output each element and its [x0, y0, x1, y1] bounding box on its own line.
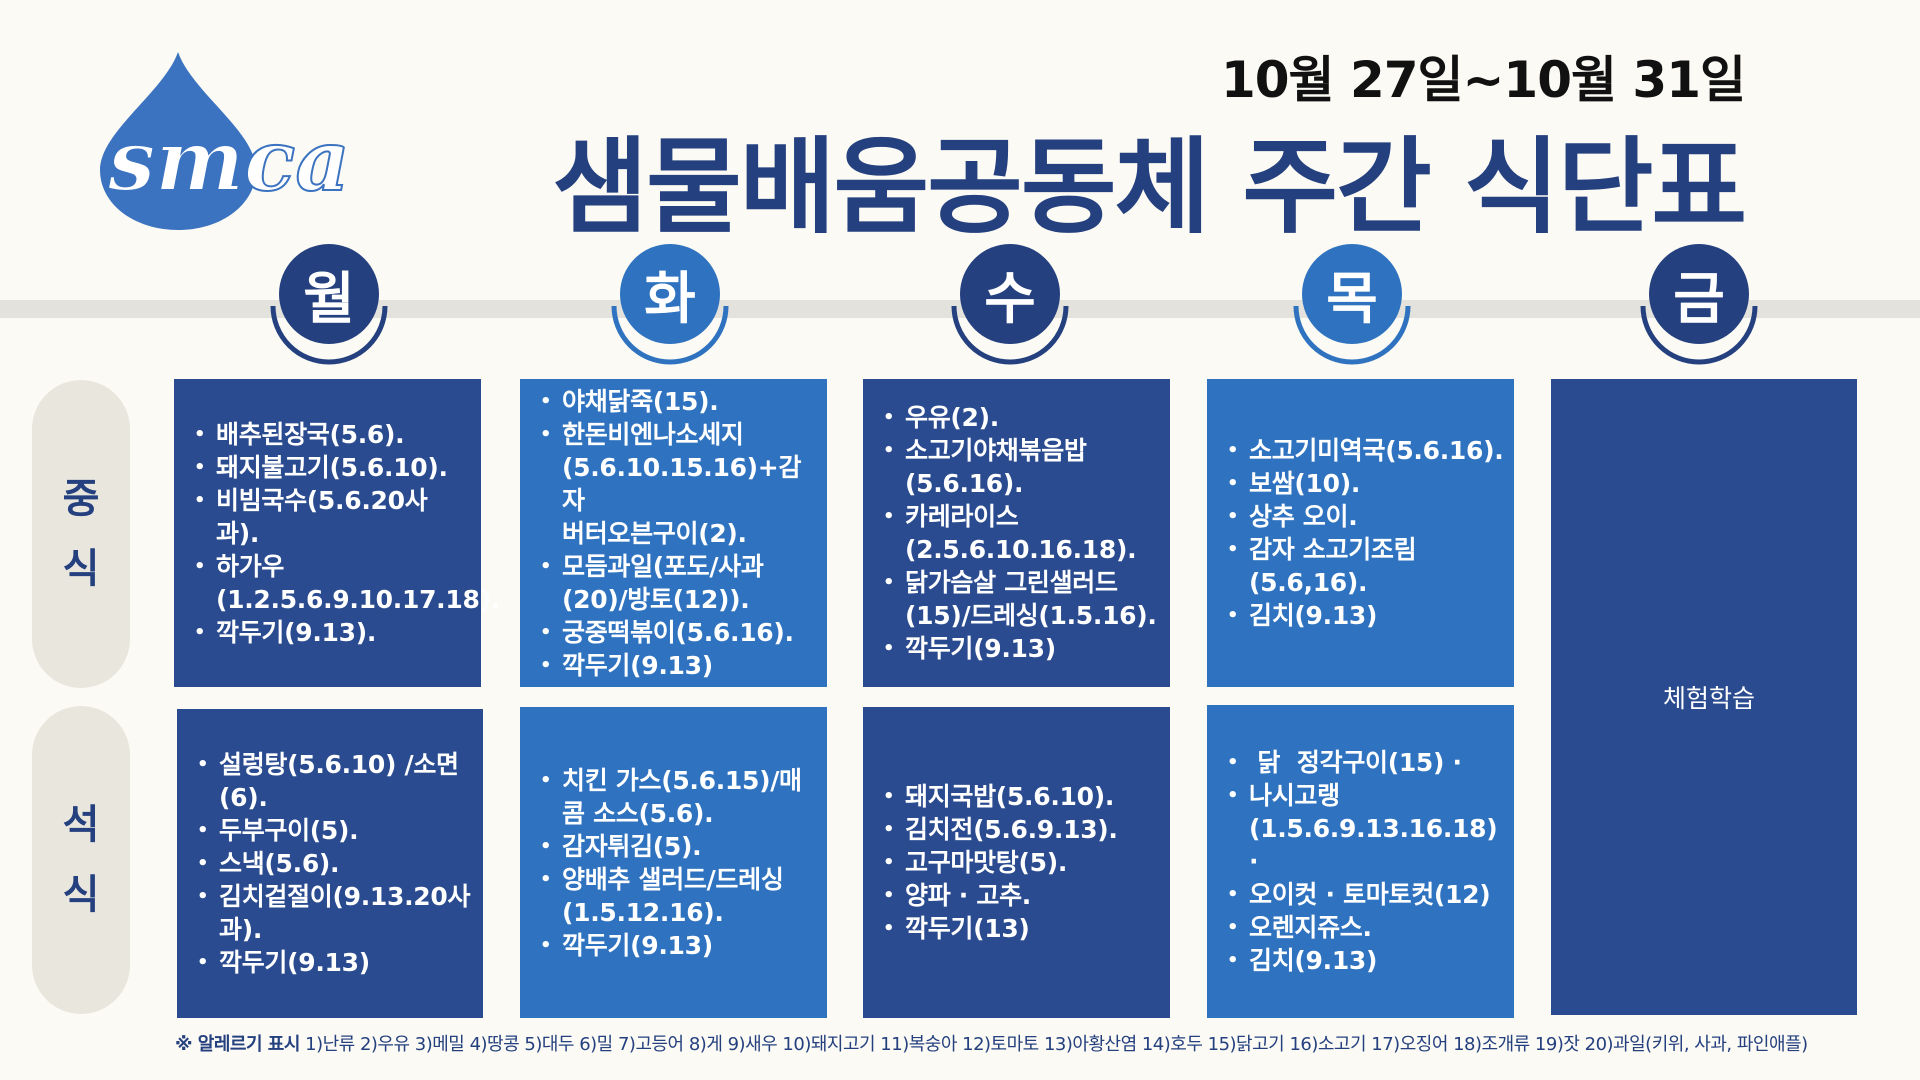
day-arc-icon [1640, 305, 1758, 365]
menu-box-mon-dinner: 설렁탕(5.6.10) /소면 (6). 두부구이(5). 스낵(5.6). 김… [177, 709, 483, 1018]
menu-item: 나시고랭 (1.5.6.9.13.16.18) · [1227, 779, 1504, 878]
menu-item: 소고기야채볶음밥 (5.6.16). [883, 434, 1160, 500]
menu-box-wed-dinner: 돼지국밥(5.6.10). 김치전(5.6.9.13). 고구마맛탕(5). 양… [863, 707, 1170, 1018]
day-arc-icon [1293, 305, 1411, 365]
menu-item: 소고기미역국(5.6.16). [1227, 434, 1504, 467]
menu-item: 상추 오이. [1227, 500, 1504, 533]
menu-box-wed-lunch: 우유(2). 소고기야채볶음밥 (5.6.16). 카레라이스 (2.5.6.1… [863, 379, 1170, 687]
menu-item: 감자튀김(5). [540, 830, 817, 863]
day-header-tue: 화 [608, 244, 732, 368]
menu-item: 비빔국수(5.6.20사 과). [194, 484, 471, 550]
menu-item: 스낵(5.6). [197, 847, 473, 880]
day-label: 월 [279, 244, 379, 344]
dinner-label-char: 식 [62, 872, 100, 918]
menu-item: 배추된장국(5.6). [194, 418, 471, 451]
day-label: 금 [1649, 244, 1749, 344]
menu-item: 깍두기(13) [883, 912, 1160, 945]
menu-item: 깍두기(9.13) [540, 929, 817, 962]
lunch-label-char: 식 [62, 546, 100, 592]
day-divider-line [0, 300, 1920, 318]
menu-item: 깍두기(9.13) [197, 946, 473, 979]
allergy-list: 1)난류 2)우유 3)메밀 4)땅콩 5)대두 6)밀 7)고등어 8)게 9… [299, 1034, 1808, 1055]
menu-item: 오렌지쥬스. [1227, 911, 1504, 944]
smca-logo: smca [100, 52, 440, 232]
menu-item: 김치(9.13) [1227, 944, 1504, 977]
menu-item: 오이컷 · 토마토컷(12) [1227, 878, 1504, 911]
menu-box-mon-lunch: 배추된장국(5.6). 돼지불고기(5.6.10). 비빔국수(5.6.20사 … [174, 379, 500, 687]
day-label: 수 [960, 244, 1060, 344]
day-header-thu: 목 [1290, 244, 1414, 368]
day-header-fri: 금 [1637, 244, 1761, 368]
menu-item: 모듬과일(포도/사과 (20)/방토(12)). [540, 550, 817, 616]
day-arc-icon [611, 305, 729, 365]
menu-item: 우유(2). [883, 401, 1160, 434]
menu-item: 닭가슴살 그린샐러드 (15)/드레싱(1.5.16). [883, 566, 1160, 632]
menu-item: 고구마맛탕(5). [883, 846, 1160, 879]
menu-box-thu-lunch: 소고기미역국(5.6.16). 보쌈(10). 상추 오이. 감자 소고기조림 … [1207, 379, 1514, 687]
menu-item: 돼지불고기(5.6.10). [194, 451, 471, 484]
lunch-label-char: 중 [62, 476, 100, 522]
menu-item: 깍두기(9.13). [194, 616, 471, 649]
menu-item: 한돈비엔나소세지 (5.6.10.15.16)+감자 버터오븐구이(2). [540, 418, 817, 550]
logo-text: smca [107, 111, 350, 210]
menu-item: 닭 정각구이(15) · [1227, 746, 1504, 779]
day-header-mon: 월 [267, 244, 391, 368]
day-arc-icon [951, 305, 1069, 365]
menu-item: 두부구이(5). [197, 814, 473, 847]
menu-item: 김치겉절이(9.13.20사 과). [197, 880, 473, 946]
menu-box-tue-dinner: 치킨 가스(5.6.15)/매 콤 소스(5.6). 감자튀김(5). 양배추 … [520, 707, 827, 1018]
menu-item: 설렁탕(5.6.10) /소면 (6). [197, 748, 473, 814]
menu-item: 하가우 (1.2.5.6.9.10.17.18). [194, 550, 500, 616]
menu-item: 감자 소고기조림 (5.6,16). [1227, 533, 1504, 599]
menu-item: 깍두기(9.13) [883, 632, 1160, 665]
day-header-wed: 수 [948, 244, 1072, 368]
lunch-label: 중 식 [32, 380, 130, 688]
menu-item: 야채닭죽(15). [540, 385, 817, 418]
menu-box-thu-dinner: 닭 정각구이(15) · 나시고랭 (1.5.6.9.13.16.18) · 오… [1207, 705, 1514, 1018]
menu-box-tue-lunch: 야채닭죽(15). 한돈비엔나소세지 (5.6.10.15.16)+감자 버터오… [520, 379, 827, 687]
menu-item: 치킨 가스(5.6.15)/매 콤 소스(5.6). [540, 764, 817, 830]
menu-item: 돼지국밥(5.6.10). [883, 780, 1160, 813]
page-title: 샘물배움공동체 주간 식단표 [552, 126, 1747, 248]
day-arc-icon [270, 305, 388, 365]
menu-item: 보쌈(10). [1227, 467, 1504, 500]
menu-item: 카레라이스 (2.5.6.10.16.18). [883, 500, 1160, 566]
date-range: 10월 27일~10월 31일 [1220, 51, 1746, 109]
dinner-label-char: 석 [62, 802, 100, 848]
menu-item: 양파 · 고추. [883, 879, 1160, 912]
menu-item: 양배추 샐러드/드레싱 (1.5.12.16). [540, 863, 817, 929]
menu-item: 깍두기(9.13) [540, 649, 817, 682]
menu-box-fri: 체험학습 [1551, 379, 1857, 1015]
field-trip-text: 체험학습 [1662, 684, 1755, 713]
day-label: 화 [620, 244, 720, 344]
menu-item: 궁중떡볶이(5.6.16). [540, 616, 817, 649]
allergy-label: ※ 알레르기 표시 [175, 1034, 300, 1055]
dinner-label: 석 식 [32, 706, 130, 1014]
allergy-legend: ※ 알레르기 표시 1)난류 2)우유 3)메밀 4)땅콩 5)대두 6)밀 7… [175, 1030, 1808, 1056]
day-label: 목 [1302, 244, 1402, 344]
menu-item: 김치(9.13) [1227, 599, 1504, 632]
menu-item: 김치전(5.6.9.13). [883, 813, 1160, 846]
